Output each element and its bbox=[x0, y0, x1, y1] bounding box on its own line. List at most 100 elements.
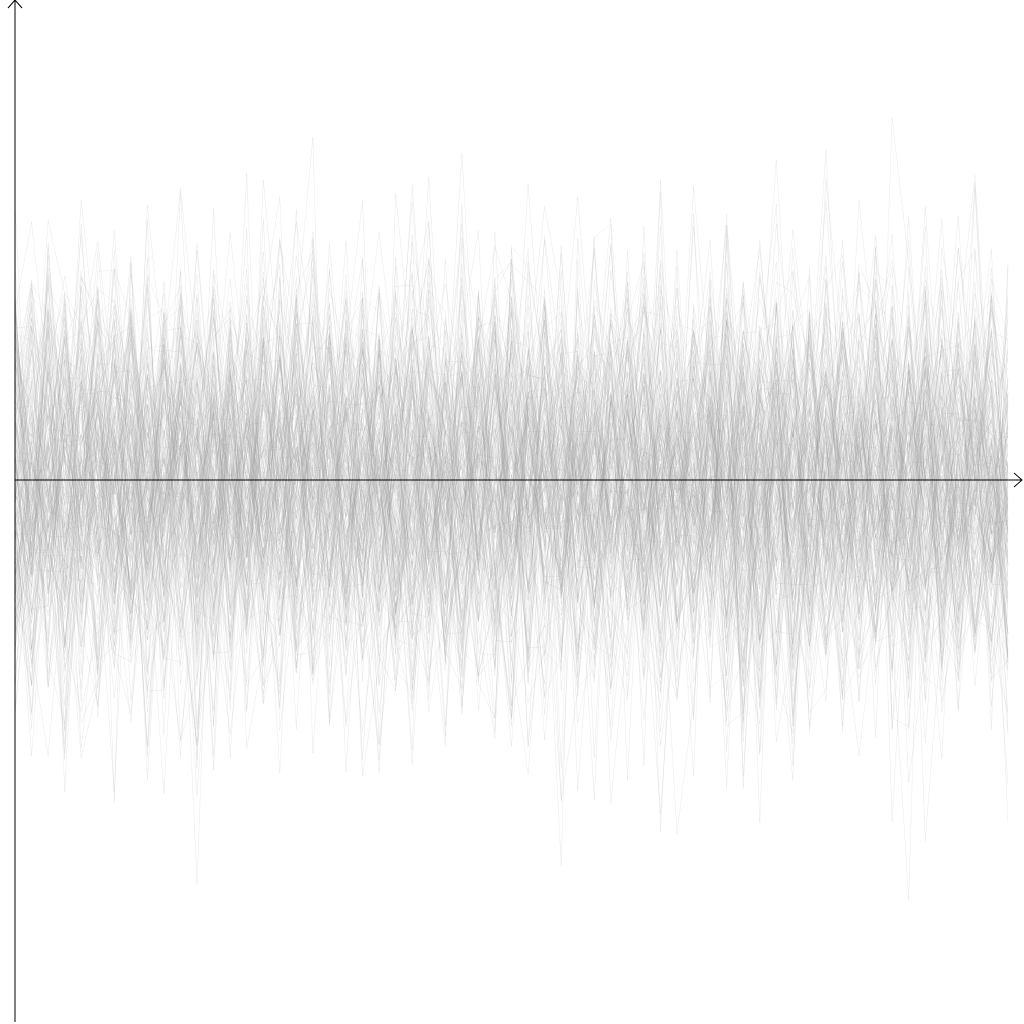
series-line bbox=[14, 276, 1009, 700]
series-line bbox=[14, 292, 1009, 757]
series-line bbox=[14, 230, 1009, 653]
series-line bbox=[14, 175, 1009, 663]
series-line bbox=[14, 293, 1009, 692]
series-line bbox=[14, 301, 1009, 630]
series-line bbox=[14, 297, 1009, 676]
series-line bbox=[14, 288, 1009, 639]
series-line bbox=[14, 313, 1009, 754]
series-line bbox=[14, 281, 1009, 716]
series-line bbox=[14, 223, 1009, 678]
series-line bbox=[14, 224, 1009, 610]
series-line bbox=[14, 240, 1009, 694]
series-line bbox=[14, 214, 1009, 746]
series-layer bbox=[14, 117, 1009, 900]
series-line bbox=[14, 312, 1009, 748]
series-line bbox=[14, 298, 1009, 756]
series-line bbox=[14, 299, 1009, 715]
series-line bbox=[14, 226, 1009, 780]
series-line bbox=[14, 257, 1009, 695]
series-line bbox=[14, 285, 1009, 757]
series-line bbox=[14, 242, 1009, 711]
series-line bbox=[14, 261, 1009, 726]
series-line bbox=[14, 184, 1009, 729]
series-line bbox=[14, 196, 1009, 766]
series-line bbox=[14, 245, 1009, 739]
series-line bbox=[14, 263, 1009, 803]
series-line bbox=[14, 278, 1009, 710]
series-line bbox=[14, 302, 1009, 743]
series-line bbox=[14, 236, 1009, 670]
series-line bbox=[14, 261, 1009, 749]
series-line bbox=[14, 272, 1009, 707]
series-line bbox=[14, 248, 1009, 884]
series-line bbox=[14, 244, 1009, 668]
series-line bbox=[14, 192, 1009, 631]
series-line bbox=[14, 319, 1009, 680]
series-line bbox=[14, 291, 1009, 732]
series-line bbox=[14, 179, 1009, 759]
series-line bbox=[14, 173, 1009, 734]
series-line bbox=[14, 234, 1009, 717]
series-line bbox=[14, 258, 1009, 793]
series-line bbox=[14, 251, 1009, 633]
series-line bbox=[14, 183, 1009, 759]
series-line bbox=[14, 239, 1009, 649]
series-line bbox=[14, 153, 1009, 766]
series-line bbox=[14, 218, 1009, 742]
series-line bbox=[14, 200, 1009, 714]
series-line bbox=[14, 260, 1009, 791]
series-line bbox=[14, 225, 1009, 749]
series-line bbox=[14, 208, 1009, 788]
series-line bbox=[14, 289, 1009, 714]
series-line bbox=[14, 193, 1009, 684]
series-line bbox=[14, 266, 1009, 724]
series-line bbox=[14, 238, 1009, 703]
series-line bbox=[14, 215, 1009, 769]
series-line bbox=[14, 296, 1009, 745]
series-line bbox=[14, 246, 1009, 747]
series-line bbox=[14, 299, 1009, 746]
series-line bbox=[14, 228, 1009, 703]
series-line bbox=[14, 204, 1009, 719]
series-line bbox=[14, 220, 1009, 775]
series-line bbox=[14, 279, 1009, 773]
series-line bbox=[14, 243, 1009, 706]
series-line bbox=[14, 261, 1009, 646]
series-line bbox=[14, 284, 1009, 727]
series-line bbox=[14, 234, 1009, 699]
series-line bbox=[14, 301, 1009, 745]
series-line bbox=[14, 237, 1009, 746]
series-line bbox=[14, 249, 1009, 777]
series-line bbox=[14, 271, 1009, 724]
series-line bbox=[14, 305, 1009, 678]
series-line bbox=[14, 253, 1009, 765]
series-line bbox=[14, 240, 1009, 823]
series-line bbox=[14, 223, 1009, 676]
series-line bbox=[14, 275, 1009, 781]
series-line bbox=[14, 180, 1009, 709]
series-line bbox=[14, 248, 1009, 677]
series-line bbox=[14, 267, 1009, 751]
series-line bbox=[14, 277, 1009, 697]
series-line bbox=[14, 247, 1009, 713]
series-line bbox=[14, 272, 1009, 652]
series-line bbox=[14, 268, 1009, 641]
series-line bbox=[14, 311, 1009, 741]
series-line bbox=[14, 330, 1009, 702]
series-line bbox=[14, 272, 1009, 734]
series-line bbox=[14, 289, 1009, 713]
series-line bbox=[14, 316, 1009, 727]
series-line bbox=[14, 231, 1009, 727]
series-line bbox=[14, 241, 1009, 789]
series-line bbox=[14, 318, 1009, 683]
series-line bbox=[14, 303, 1009, 692]
series-line bbox=[14, 249, 1009, 693]
series-line bbox=[14, 232, 1009, 706]
series-line bbox=[14, 237, 1009, 760]
series-line bbox=[14, 200, 1009, 673]
series-line bbox=[14, 258, 1009, 689]
series-line bbox=[14, 250, 1009, 744]
series-line bbox=[14, 219, 1009, 815]
series-line bbox=[14, 282, 1009, 770]
series-line bbox=[14, 221, 1009, 772]
